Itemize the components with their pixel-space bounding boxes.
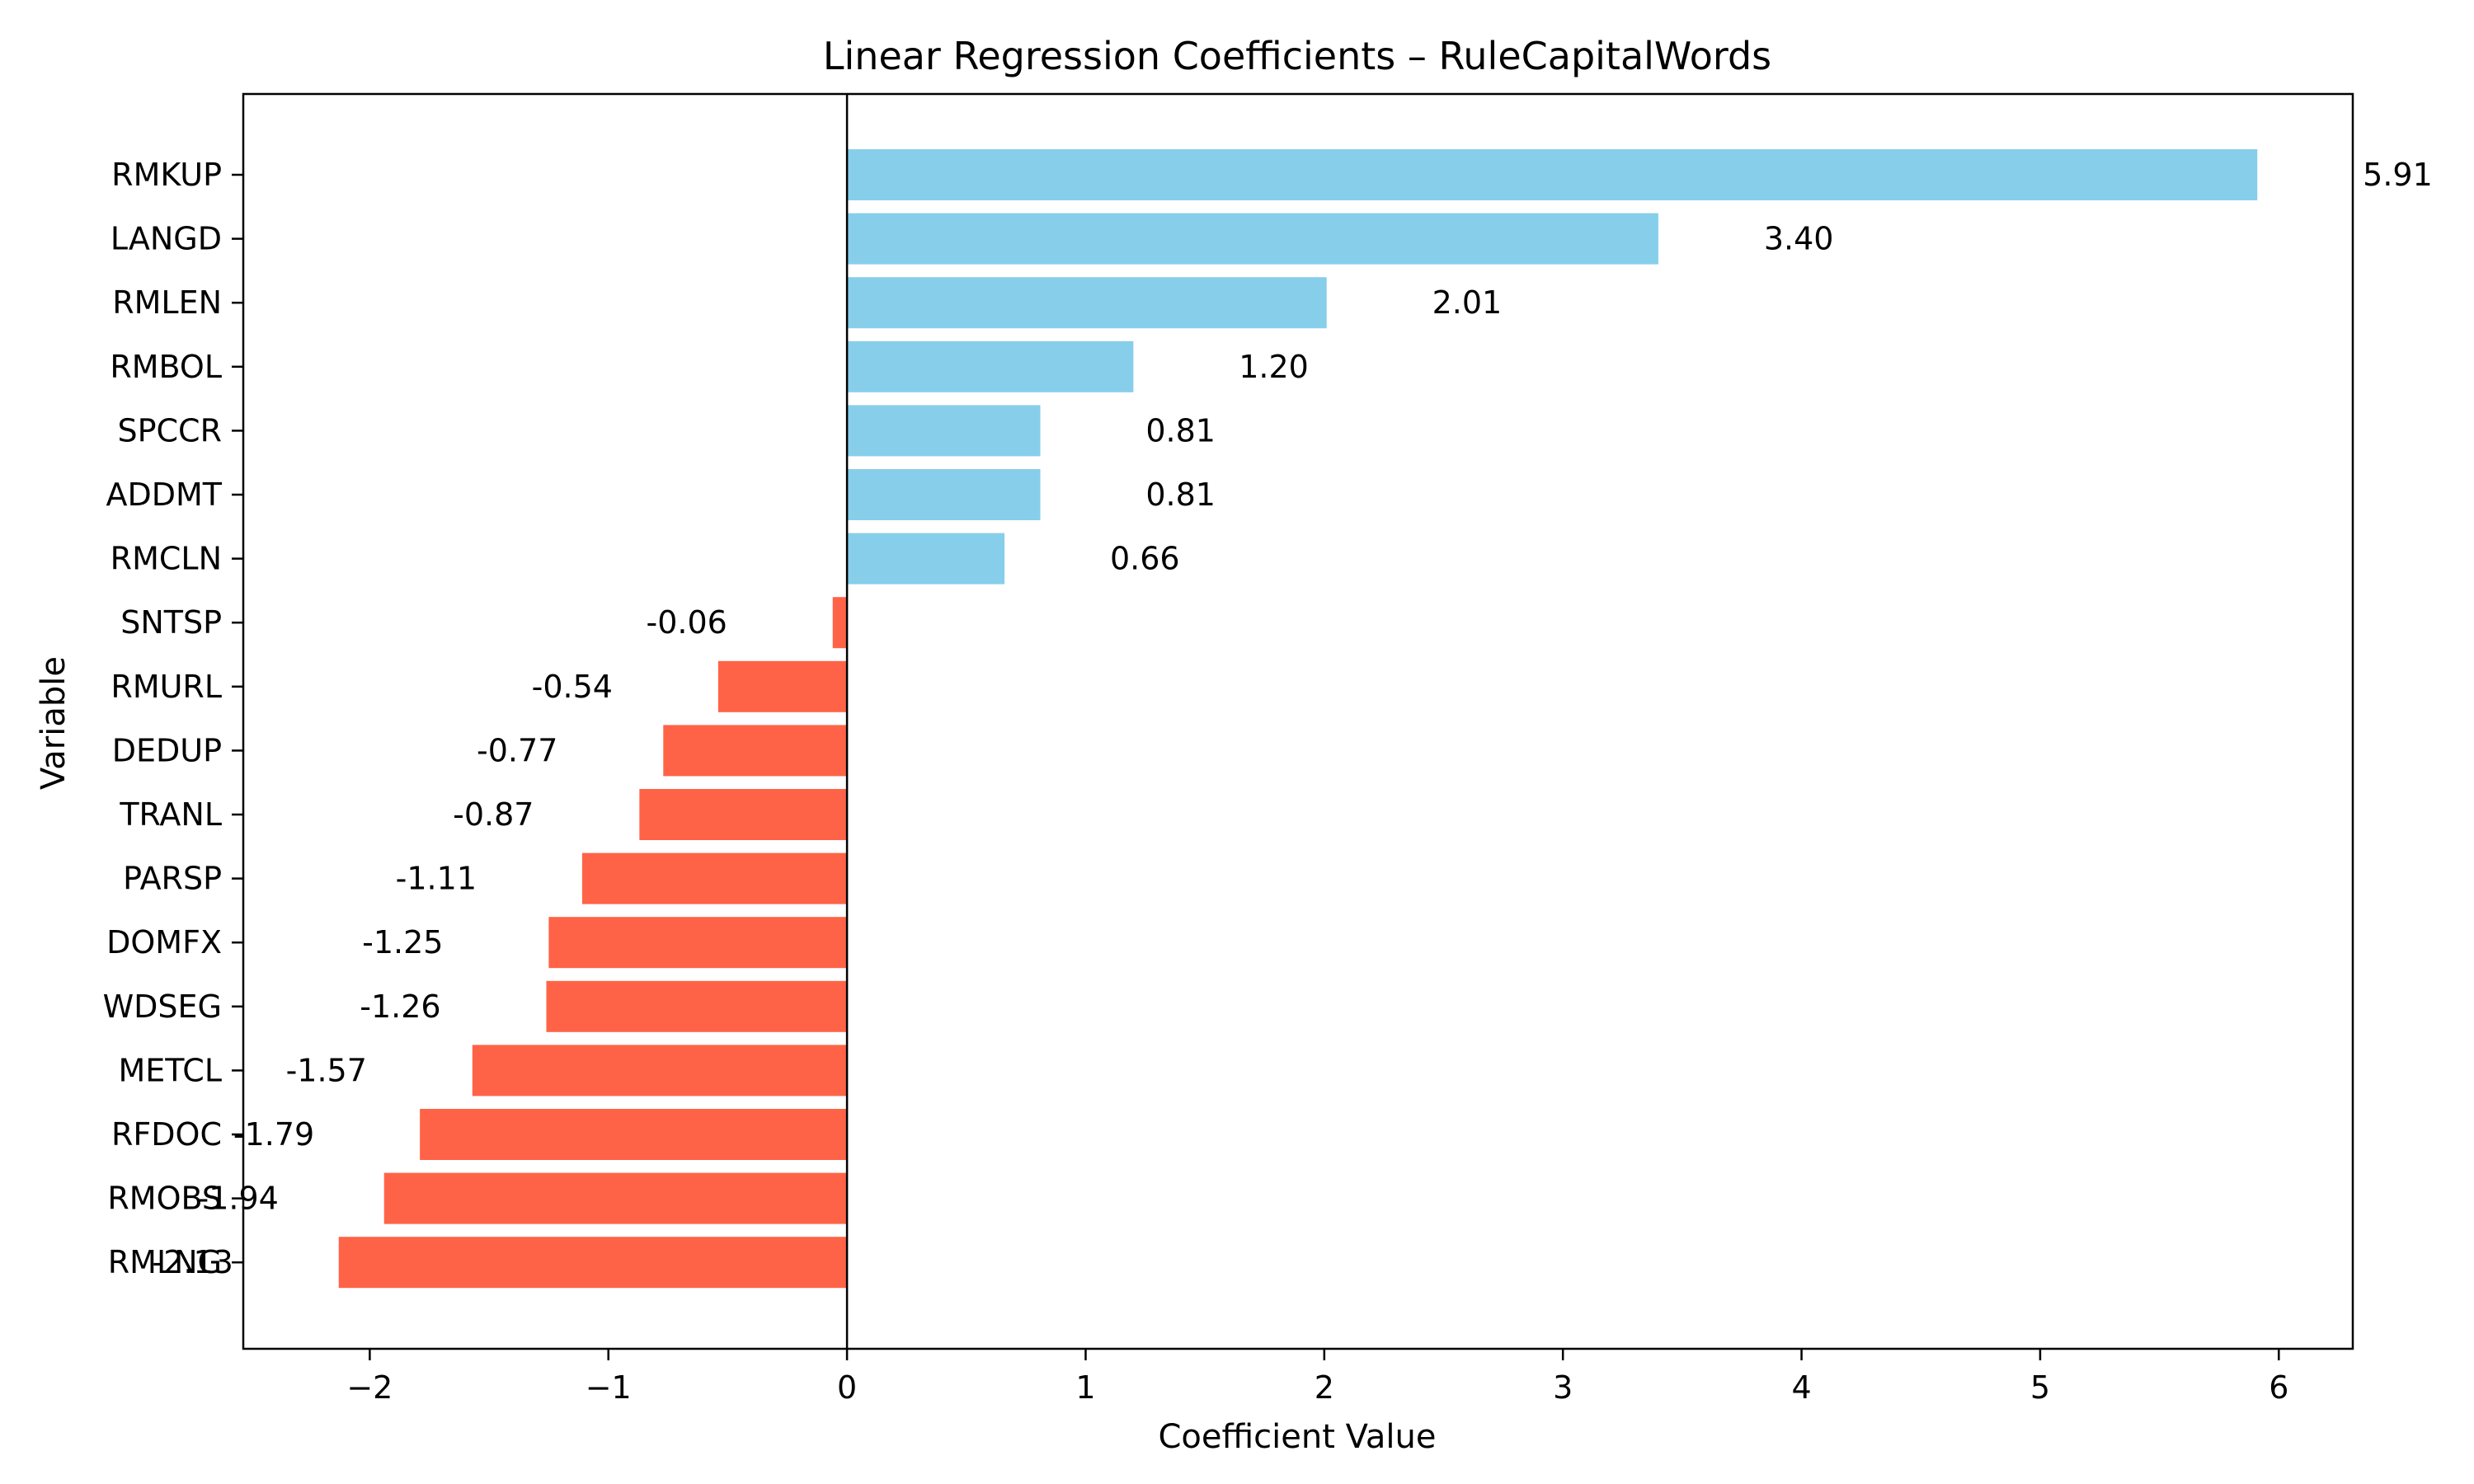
bar-domfx xyxy=(548,917,848,969)
value-label-addmt: 0.81 xyxy=(1145,477,1216,513)
y-tick-label-rmcln: RMCLN xyxy=(111,541,222,577)
bar-wdseg xyxy=(546,980,848,1032)
value-label-rmurl: -0.54 xyxy=(532,669,613,705)
y-tick-label-metcl: METCL xyxy=(119,1052,223,1088)
value-label-rfdoc: -1.79 xyxy=(233,1116,314,1153)
bar-rmkup xyxy=(847,149,2258,200)
bar-rmcln xyxy=(847,533,1005,585)
x-tick-label: 5 xyxy=(2030,1369,2050,1406)
x-axis-ticks: −2 −1 0 1 2 3 4 5 6 xyxy=(346,1349,2288,1406)
value-label-rmlen: 2.01 xyxy=(1432,284,1503,321)
y-tick-label-rfdoc: RFDOC xyxy=(111,1116,222,1153)
bars-layer xyxy=(338,149,2258,1289)
bar-rmurl xyxy=(717,660,848,712)
bar-rmobs xyxy=(383,1172,848,1224)
bar-value-labels: 5.91 3.40 2.01 1.20 0.81 0.81 0.66 -0.06 -0.54 -0… xyxy=(153,157,2433,1280)
y-tick-label-langd: LANGD xyxy=(111,221,222,257)
bar-sntsp xyxy=(832,597,848,649)
x-tick-label: 4 xyxy=(1791,1369,1811,1406)
value-label-domfx: -1.25 xyxy=(362,924,443,960)
bar-rmbol xyxy=(847,340,1134,392)
x-tick-label: 0 xyxy=(837,1369,857,1406)
chart-title: Linear Regression Coefficients – RuleCap… xyxy=(823,34,1771,78)
y-tick-label-domfx: DOMFX xyxy=(106,924,222,960)
y-tick-label-rmkup: RMKUP xyxy=(111,157,222,193)
value-label-metcl: -1.57 xyxy=(286,1052,367,1088)
x-tick-label: 1 xyxy=(1075,1369,1095,1406)
bar-parsp xyxy=(581,852,848,904)
bar-dedup xyxy=(663,725,848,777)
value-label-parsp: -1.11 xyxy=(396,861,477,897)
value-label-dedup: -0.77 xyxy=(477,732,557,768)
x-axis-title: Coefficient Value xyxy=(1159,1418,1437,1456)
y-tick-label-addmt: ADDMT xyxy=(106,477,222,513)
value-label-tranl: -0.87 xyxy=(453,796,534,833)
value-label-rmkup: 5.91 xyxy=(2363,157,2433,193)
bar-metcl xyxy=(472,1045,848,1097)
y-tick-label-rmlen: RMLEN xyxy=(112,284,222,321)
y-tick-label-spccr: SPCCR xyxy=(117,412,222,448)
y-tick-label-wdseg: WDSEG xyxy=(103,989,222,1025)
y-tick-label-rmurl: RMURL xyxy=(111,669,222,705)
bar-rmlng xyxy=(338,1237,848,1289)
value-label-wdseg: -1.26 xyxy=(360,989,440,1025)
y-tick-label-sntsp: SNTSP xyxy=(120,604,222,641)
x-tick-label: 3 xyxy=(1553,1369,1573,1406)
x-tick-label: 2 xyxy=(1315,1369,1334,1406)
y-tick-label-rmbol: RMBOL xyxy=(110,349,222,385)
y-tick-label-rmobs: RMOBS xyxy=(107,1181,222,1217)
y-tick-label-dedup: DEDUP xyxy=(112,732,222,768)
bar-spccr xyxy=(847,405,1041,457)
bar-tranl xyxy=(639,789,848,840)
value-label-langd: 3.40 xyxy=(1764,221,1834,257)
x-tick-label: 6 xyxy=(2269,1369,2288,1406)
y-tick-label-rmlng: RMLNG xyxy=(108,1244,222,1280)
x-tick-label: −2 xyxy=(346,1369,393,1406)
y-axis-ticks: RMKUP LANGD RMLEN RMBOL SPCCR ADDMT RMCLN SNTSP… xyxy=(103,157,243,1280)
bar-langd xyxy=(847,213,1658,265)
y-tick-label-tranl: TRANL xyxy=(119,796,222,833)
value-label-spccr: 0.81 xyxy=(1145,412,1216,448)
y-axis-title: Variable xyxy=(35,656,73,790)
y-tick-label-parsp: PARSP xyxy=(123,861,222,897)
value-label-rmcln: 0.66 xyxy=(1110,541,1180,577)
value-label-rmbol: 1.20 xyxy=(1239,349,1309,385)
value-label-rmlng: -2.13 xyxy=(153,1244,233,1280)
bar-rmlen xyxy=(847,277,1327,329)
plot-area-frame xyxy=(242,92,2354,1350)
value-label-sntsp: -0.06 xyxy=(647,604,727,641)
bar-rfdoc xyxy=(420,1109,848,1160)
x-tick-label: −1 xyxy=(586,1369,632,1406)
bar-addmt xyxy=(847,469,1041,520)
